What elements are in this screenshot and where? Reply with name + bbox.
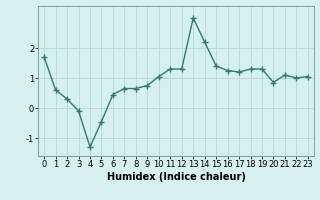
- X-axis label: Humidex (Indice chaleur): Humidex (Indice chaleur): [107, 172, 245, 182]
